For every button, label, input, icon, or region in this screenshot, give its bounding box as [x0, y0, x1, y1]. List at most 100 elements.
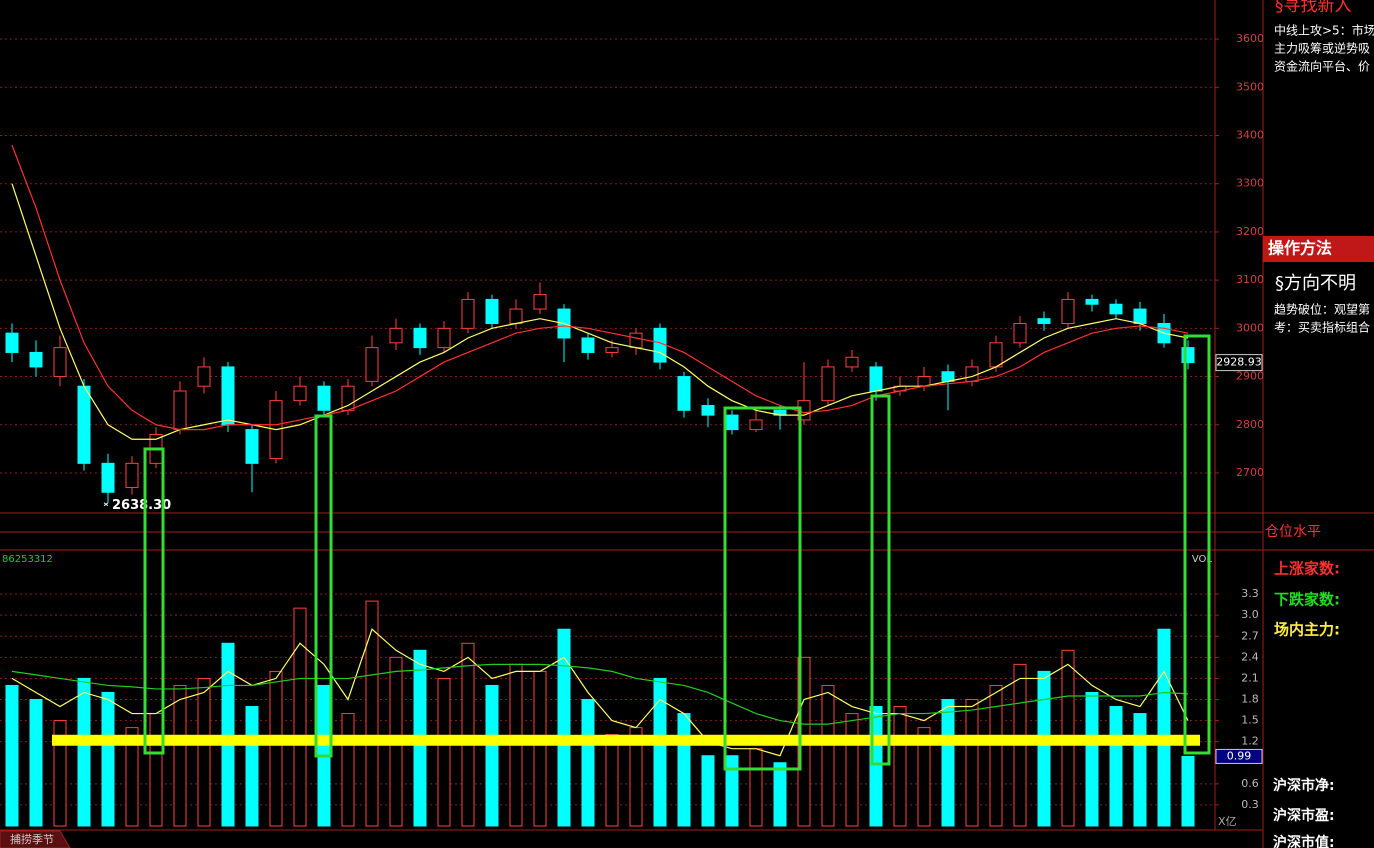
candle-body: [77, 385, 91, 464]
candle-body: [437, 327, 451, 349]
cap: 沪深市值:: [1273, 834, 1335, 848]
candle-body: [389, 327, 403, 344]
y-tick-label: 2.7: [1241, 629, 1259, 642]
volume-bar: [341, 713, 355, 827]
candle-body: [509, 308, 523, 325]
volume-bar: [749, 748, 763, 827]
y-tick-label: 3300: [1236, 177, 1264, 190]
volume-bar: [845, 713, 859, 827]
candle-body: [629, 332, 643, 349]
annotation-label: 2638.30: [112, 498, 171, 513]
y-tick-label: 1.8: [1241, 693, 1259, 706]
pb: 沪深市净:: [1273, 777, 1335, 794]
annotation-arrow: [103, 502, 109, 507]
volume-bar: [77, 677, 91, 827]
volume-bar: [461, 642, 475, 827]
candle-body: [1109, 303, 1123, 315]
volume-bar: [5, 684, 19, 827]
candle-body: [53, 347, 67, 378]
volume-bar: [605, 734, 619, 827]
volume-bar: [653, 677, 667, 827]
candle-body: [101, 462, 115, 493]
candle-body: [485, 298, 499, 325]
candle-body: [173, 390, 187, 431]
last-volume-label: 0.99: [1227, 749, 1252, 762]
volume-bar: [965, 699, 979, 827]
candle-body: [5, 332, 19, 353]
candle-body: [197, 366, 211, 387]
panel-note: 趋势破位：观望第: [1274, 302, 1370, 317]
method-title: 操作方法: [1268, 239, 1332, 258]
candle-body: [845, 356, 859, 368]
last-price-tag: [1215, 354, 1263, 372]
candle-body: [1085, 298, 1099, 305]
panel-note: 考：买卖指标组合: [1274, 320, 1370, 335]
down-count: 下跌家数:: [1274, 591, 1340, 609]
volume-bar: [893, 706, 907, 827]
volume-bar: [293, 607, 307, 827]
candle-body: [29, 351, 43, 368]
candle-body: [965, 366, 979, 382]
volume-name: VOL: [1192, 554, 1213, 565]
highlight-box: [314, 414, 333, 758]
threshold-band: [52, 734, 1200, 746]
volume-bar: [821, 684, 835, 827]
candle-body: [989, 342, 1003, 368]
volume-bar: [485, 684, 499, 827]
volume-bar: [533, 670, 547, 827]
panel-line: 主力吸筹或逆势吸: [1274, 41, 1370, 56]
volume-bar: [677, 713, 691, 827]
y-tick-label: 3200: [1236, 225, 1264, 238]
moving-average: [11, 183, 1189, 440]
volume-bar: [245, 706, 259, 827]
volume-bar: [125, 727, 139, 827]
highlight-box: [870, 394, 891, 766]
candle-body: [461, 298, 475, 329]
volume-bar: [437, 677, 451, 827]
highlight-box: [1183, 334, 1211, 755]
candle-body: [1013, 323, 1027, 344]
volume-bar: [1037, 670, 1051, 827]
volume-bar: [557, 628, 571, 827]
volume-bar: [101, 691, 115, 827]
volume-bar: [173, 684, 187, 827]
last-price-label: 2928.93: [1216, 356, 1262, 369]
volume-bar: [725, 755, 739, 827]
y-tick-label: 3.0: [1241, 608, 1259, 621]
candle-body: [725, 414, 739, 431]
volume-bar: [581, 699, 595, 827]
candle-body: [869, 366, 883, 392]
panel-heading: §寻找新入: [1275, 0, 1352, 16]
highlight-box: [143, 447, 165, 755]
volume-bar: [917, 727, 931, 827]
candle-body: [125, 462, 139, 488]
y-tick-label: 2.4: [1241, 650, 1259, 663]
y-tick-label: 3600: [1236, 32, 1264, 45]
panel-line: 资金流向平台、价: [1274, 59, 1370, 74]
footer-tab-label[interactable]: 捕捞季节: [10, 832, 54, 846]
highlight-box: [723, 406, 802, 771]
y-tick-label: 1.5: [1241, 714, 1259, 727]
volume-bar: [269, 670, 283, 827]
candle-body: [533, 294, 547, 310]
volume-bar: [221, 642, 235, 827]
footer-tab[interactable]: [0, 830, 71, 848]
volume-bar: [1181, 755, 1195, 827]
candle-body: [701, 404, 715, 416]
volume-bar: [29, 699, 43, 827]
volume-bar: [1109, 706, 1123, 827]
y-tick-label: 3.3: [1241, 587, 1259, 600]
y-tick-label: 2700: [1236, 466, 1264, 479]
y-tick-label: 2.1: [1241, 671, 1259, 684]
candle-body: [749, 419, 763, 431]
candle-body: [821, 366, 835, 402]
y-tick-label: 2800: [1236, 418, 1264, 431]
candle-body: [605, 347, 619, 353]
candle-body: [293, 385, 307, 402]
method-bg: [1263, 236, 1374, 262]
y-tick-label: 3000: [1236, 321, 1264, 334]
candle-body: [317, 385, 331, 411]
last-volume-tag: [1215, 748, 1263, 764]
